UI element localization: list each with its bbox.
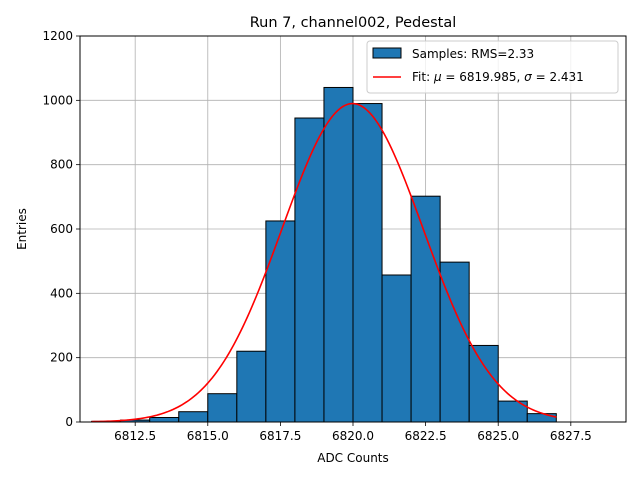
histogram-bar (410, 195, 441, 423)
histogram-bar (294, 117, 325, 423)
x-tick-label: 6815.0 (187, 429, 229, 443)
histogram-bar (526, 413, 557, 423)
fit-curve (91, 102, 557, 423)
legend-histogram-swatch (372, 47, 402, 59)
histogram-bar (352, 103, 383, 423)
legend: Samples: RMS=2.33 Fit: μ = 6819.985, σ =… (366, 40, 619, 94)
legend-fit-label: Fit: μ = 6819.985, σ = 2.431 (412, 70, 584, 84)
x-tick-label: 6817.5 (259, 429, 301, 443)
histogram-bar (265, 220, 296, 423)
legend-fit-mu-value: = 6819.985, (442, 70, 525, 84)
x-axis-ticks: 6812.5 6815.0 6817.5 6820.0 6822.5 6825.0 6827… (114, 422, 592, 443)
histogram-bar (236, 350, 267, 423)
y-tick-label: 0 (65, 415, 73, 429)
y-axis-ticks: 0 200 400 600 800 1000 1200 (42, 29, 80, 429)
histogram-bars (91, 86, 557, 423)
histogram-bar (468, 344, 499, 423)
histogram-bar (149, 416, 180, 423)
histogram-bar (207, 393, 238, 423)
histogram-bar (381, 274, 412, 423)
legend-fit-sigma-value: = 2.431 (532, 70, 584, 84)
histogram-bar (323, 86, 354, 423)
x-tick-label: 6827.5 (550, 429, 592, 443)
y-tick-label: 1000 (42, 93, 73, 107)
x-tick-label: 6825.0 (477, 429, 519, 443)
legend-histogram-label: Samples: RMS=2.33 (412, 47, 534, 61)
chart-title: Run 7, channel002, Pedestal (250, 15, 457, 31)
x-tick-label: 6822.5 (405, 429, 447, 443)
y-tick-label: 200 (50, 351, 73, 365)
x-tick-label: 6812.5 (114, 429, 156, 443)
legend-fit-mu-symbol: μ (433, 70, 442, 84)
y-tick-label: 800 (50, 158, 73, 172)
y-tick-label: 600 (50, 222, 73, 236)
legend-fit-prefix: Fit: (412, 70, 434, 84)
y-tick-label: 1200 (42, 29, 73, 43)
histogram-bar (178, 411, 209, 423)
y-axis-label: Entries (15, 208, 29, 250)
legend-box (366, 40, 619, 94)
x-tick-label: 6820.0 (332, 429, 374, 443)
legend-fit-sigma-symbol: σ (524, 70, 532, 84)
y-tick-label: 400 (50, 286, 73, 300)
x-axis-label: ADC Counts (317, 451, 389, 465)
plot-area (79, 35, 627, 423)
